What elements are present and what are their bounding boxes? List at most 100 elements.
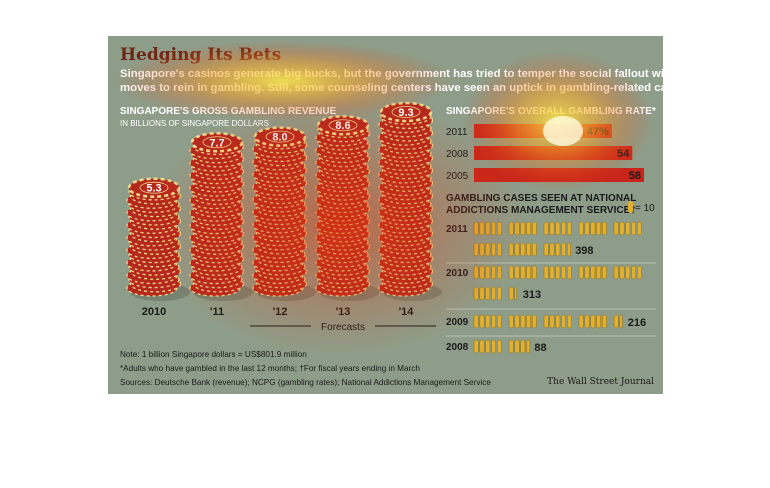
person-icon	[543, 221, 549, 236]
person-icon	[485, 286, 491, 301]
person-icon	[526, 242, 531, 257]
person-icon	[578, 265, 584, 280]
person-icon	[485, 314, 491, 329]
person-icon	[613, 265, 619, 280]
publisher-credit: The Wall Street Journal	[547, 377, 654, 387]
revenue-value-label: 5.3	[146, 183, 161, 195]
person-icon	[479, 221, 485, 236]
person-icon	[473, 286, 479, 301]
person-icon	[596, 265, 601, 280]
person-icon	[625, 265, 631, 280]
person-icon	[526, 265, 531, 280]
person-icon	[491, 221, 496, 236]
person-icon	[590, 221, 596, 236]
person-icon	[532, 314, 537, 329]
person-icon	[602, 265, 607, 280]
cases-title-marker: †	[630, 205, 636, 216]
cases-key-label: = 10	[635, 203, 655, 214]
person-icon	[485, 242, 491, 257]
cases-year-label: 2009	[446, 317, 469, 328]
revenue-chart-title: SINGAPORE'S GROSS GAMBLING REVENUE	[120, 106, 337, 117]
rate-value-label: 54	[617, 148, 630, 160]
person-icon	[555, 314, 561, 329]
person-icon	[590, 314, 596, 329]
person-icon	[619, 265, 625, 280]
infographic-card: 5.3 2010 7.7 '11 8.0 '12 8.6 '13 9.3 '14 Forecasts…	[108, 36, 663, 394]
person-icon	[514, 265, 520, 280]
person-icon	[526, 221, 531, 236]
person-icon	[555, 242, 561, 257]
person-icon	[520, 314, 526, 329]
cases-chart-title-line-2: ADDICTIONS MANAGEMENT SERVICE†	[446, 205, 636, 216]
person-icon	[473, 221, 479, 236]
cases-year-label: 2010	[446, 268, 469, 279]
person-icon	[561, 265, 566, 280]
person-icon	[549, 221, 555, 236]
cases-value-label: 313	[523, 289, 541, 301]
person-icon	[514, 314, 520, 329]
person-icon	[520, 221, 526, 236]
infographic-title: Hedging Its Bets	[120, 45, 282, 65]
person-icon	[532, 242, 537, 257]
person-icon	[549, 314, 555, 329]
person-icon	[602, 221, 607, 236]
cases-legend-key: = 10	[628, 201, 655, 214]
cases-year-label: 2008	[446, 342, 469, 353]
rate-bar	[474, 168, 644, 182]
revenue-category-label: 2010	[142, 306, 166, 318]
person-icon	[473, 242, 479, 257]
person-icon	[491, 286, 496, 301]
person-icon	[561, 242, 566, 257]
person-icon	[491, 314, 496, 329]
person-icon	[567, 265, 572, 280]
person-icon	[567, 221, 572, 236]
person-icon	[473, 339, 479, 354]
person-icon	[584, 221, 590, 236]
cases-year-label: 2011	[446, 224, 468, 235]
person-icon	[555, 265, 561, 280]
person-icon	[497, 221, 502, 236]
subtitle-line-2: moves to rein in gambling. Still, some c…	[120, 82, 663, 94]
person-icon	[543, 242, 549, 257]
rate-bar	[474, 146, 633, 160]
person-icon	[479, 286, 485, 301]
person-icon	[485, 221, 491, 236]
person-icon	[532, 265, 537, 280]
person-icon	[584, 314, 590, 329]
person-icon	[631, 221, 637, 236]
cases-chart-title-line-1: GAMBLING CASES SEEN AT NATIONAL	[446, 193, 637, 204]
revenue-value-label: 8.0	[272, 132, 287, 144]
person-icon	[485, 339, 491, 354]
person-icon	[508, 314, 514, 329]
person-icon	[497, 242, 502, 257]
cases-value-label: 216	[628, 317, 646, 329]
rate-year-label: 2005	[446, 171, 469, 182]
person-icon	[508, 265, 514, 280]
person-icon	[491, 242, 496, 257]
person-icon	[637, 221, 642, 236]
person-icon	[526, 339, 531, 354]
person-icon	[532, 221, 537, 236]
subtitle-line-1: Singapore's casinos generate big bucks, …	[120, 68, 663, 80]
rate-year-label: 2008	[446, 149, 469, 160]
person-icon	[514, 286, 517, 301]
revenue-value-label: 9.3	[398, 107, 413, 119]
person-icon	[520, 265, 526, 280]
revenue-value-label: 7.7	[209, 137, 224, 149]
footnote-definitions: *Adults who have gambled in the last 12 …	[120, 364, 420, 373]
revenue-value-label: 8.6	[335, 120, 350, 132]
person-icon	[514, 221, 520, 236]
person-icon	[514, 242, 520, 257]
person-icon	[508, 339, 514, 354]
revenue-category-label: '13	[336, 306, 351, 318]
person-icon	[497, 286, 502, 301]
person-icon	[555, 221, 561, 236]
footnote-sources: Sources: Deutsche Bank (revenue); NCPG (…	[120, 378, 491, 387]
rate-value-label: 47%	[587, 126, 609, 138]
person-icon	[479, 314, 485, 329]
cases-title-text: ADDICTIONS MANAGEMENT SERVICE	[446, 205, 631, 216]
person-icon	[637, 265, 642, 280]
person-key-icon	[628, 201, 633, 213]
person-icon	[520, 242, 526, 257]
person-icon	[479, 265, 485, 280]
